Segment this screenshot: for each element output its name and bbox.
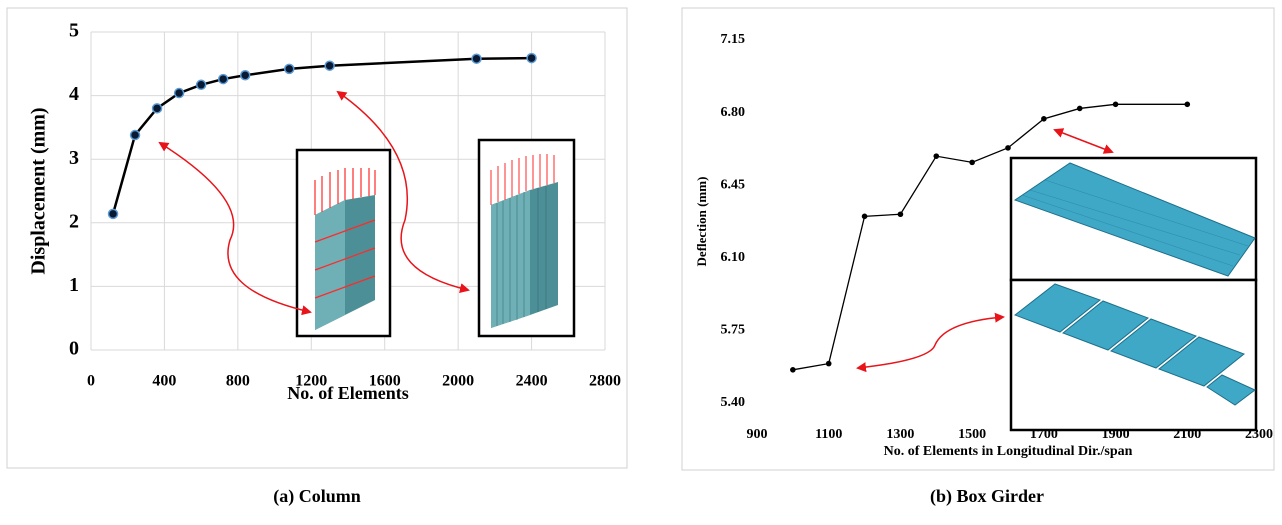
x-tick-label: 2100	[1173, 427, 1201, 442]
x-tick-label: 1300	[886, 427, 914, 442]
x-tick-label: 2300	[1245, 427, 1273, 442]
y-tick-label: 3	[69, 147, 79, 169]
data-point	[862, 214, 868, 220]
data-point	[109, 209, 118, 218]
y-axis-label: Deflection (mm)	[694, 177, 709, 267]
x-tick-label: 400	[152, 373, 176, 390]
data-point	[285, 64, 294, 73]
x-tick-label: 900	[747, 427, 768, 442]
y-tick-label: 6.45	[721, 177, 746, 192]
x-tick-label: 1700	[1030, 427, 1058, 442]
data-point	[219, 75, 228, 84]
x-tick-label: 0	[87, 373, 95, 390]
x-axis-label: No. of Elements in Longitudinal Dir./spa…	[884, 444, 1133, 459]
page: {"chart_data": [ {"type": "line", "x_lab…	[0, 0, 1282, 520]
y-tick-label: 5.40	[721, 395, 746, 410]
inset-girder-segmented	[1011, 280, 1256, 430]
y-tick-label: 7.15	[721, 32, 746, 47]
data-point	[241, 71, 250, 80]
inset-column-fine	[479, 140, 574, 336]
data-point	[527, 54, 536, 63]
y-tick-label: 2	[69, 210, 79, 232]
data-point	[197, 80, 206, 89]
data-point	[969, 160, 975, 166]
data-point	[175, 89, 184, 98]
data-point	[1184, 102, 1190, 108]
y-axis-label: Displacement (mm)	[28, 107, 50, 274]
data-point	[1077, 106, 1083, 112]
inset-column-coarse	[297, 150, 390, 336]
x-tick-label: 1500	[958, 427, 986, 442]
y-tick-label: 5	[69, 20, 79, 42]
x-tick-label: 2400	[516, 373, 548, 390]
x-tick-label: 1100	[815, 427, 842, 442]
y-tick-label: 5.75	[721, 323, 746, 338]
x-tick-label: 800	[226, 373, 250, 390]
caption: (b) Box Girder	[930, 486, 1044, 507]
y-tick-label: 4	[69, 83, 79, 105]
y-tick-label: 0	[69, 338, 79, 360]
y-tick-label: 1	[69, 274, 79, 296]
data-point	[933, 153, 939, 159]
data-point	[153, 104, 162, 113]
x-axis-label: No. of Elements	[287, 383, 408, 403]
data-point	[1005, 145, 1011, 151]
data-point	[790, 367, 796, 373]
data-point	[131, 131, 140, 140]
data-point	[1113, 102, 1119, 108]
y-tick-label: 6.80	[721, 105, 746, 120]
data-point	[325, 61, 334, 70]
data-point	[898, 211, 904, 217]
y-tick-label: 6.10	[721, 250, 746, 265]
x-tick-label: 1900	[1102, 427, 1130, 442]
x-tick-label: 2000	[442, 373, 474, 390]
data-point	[826, 361, 832, 367]
data-point	[1041, 116, 1047, 122]
data-point	[472, 54, 481, 63]
inset-girder-continuous	[1011, 158, 1256, 280]
x-tick-label: 2800	[589, 373, 621, 390]
caption: (a) Column	[273, 486, 361, 507]
figure: 012345040080012001600200024002800No. of …	[0, 0, 1282, 520]
